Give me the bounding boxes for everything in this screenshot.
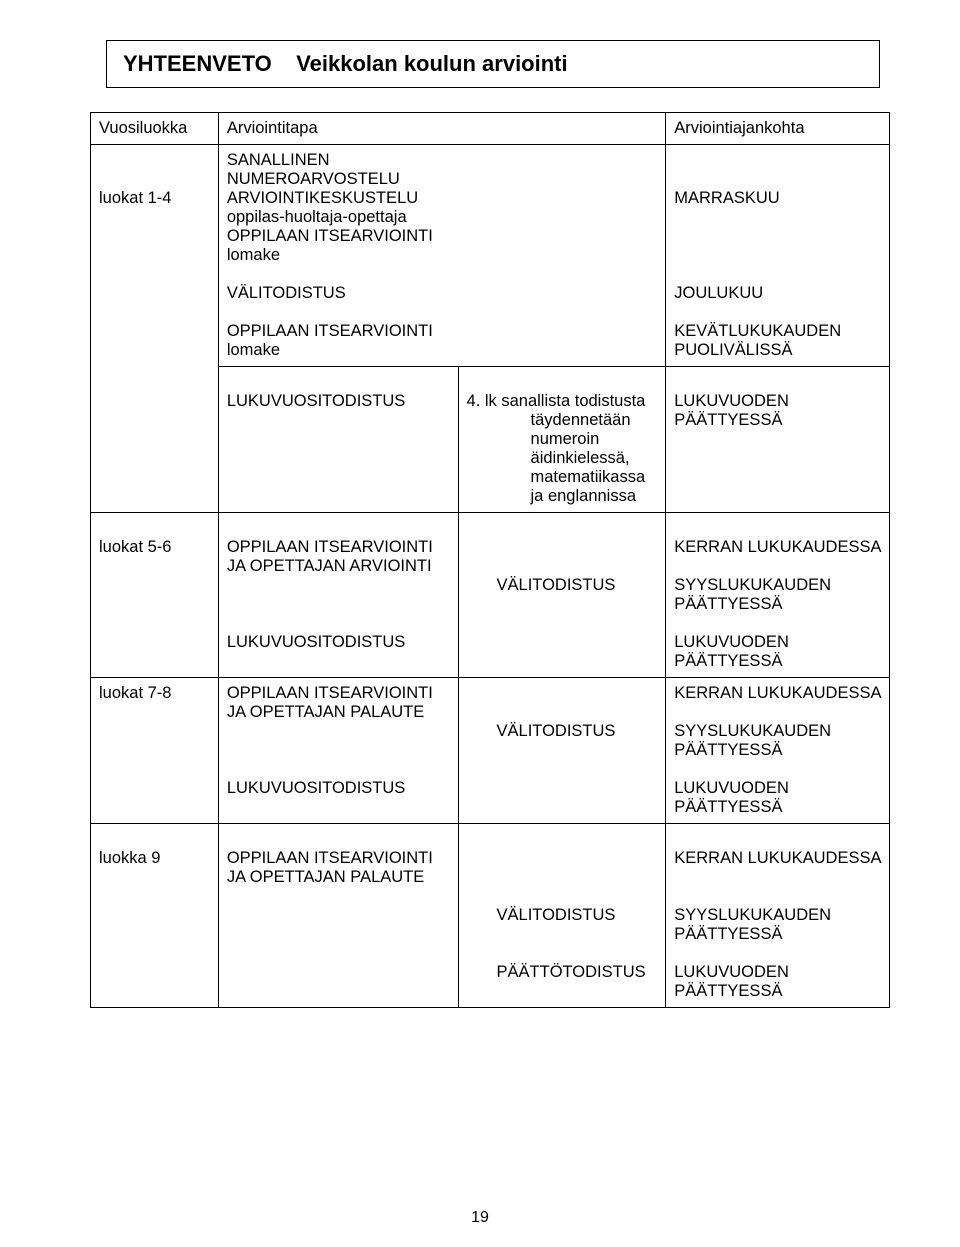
r2-c1: OPPILAAN ITSEARVIOINTI JA OPETTAJAN ARVI… bbox=[218, 513, 458, 678]
r2-t1: KERRAN LUKUKAUDESSA bbox=[674, 538, 881, 556]
r1b-m1: 4. lk sanallista todistusta bbox=[467, 392, 646, 410]
r3-l3: LUKUVUOSITODISTUS bbox=[227, 779, 405, 797]
r1b-time: LUKUVUODEN PÄÄTTYESSÄ bbox=[666, 367, 890, 513]
r4-t2b: PÄÄTTYESSÄ bbox=[674, 925, 782, 943]
r4-time: KERRAN LUKUKAUDESSA SYYSLUKUKAUDEN PÄÄTT… bbox=[666, 824, 890, 1008]
r3-l1: OPPILAAN ITSEARVIOINTI bbox=[227, 684, 433, 702]
r2-l2: JA OPETTAJAN ARVIOINTI bbox=[227, 557, 432, 575]
title-box: YHTEENVETO Veikkolan koulun arviointi bbox=[106, 40, 880, 88]
row-7-8: luokat 7-8 OPPILAAN ITSEARVIOINTI JA OPE… bbox=[91, 678, 890, 824]
r2-mid: VÄLITODISTUS bbox=[458, 513, 666, 678]
r1b-m2: täydennetään bbox=[531, 411, 631, 429]
r2-t3b: PÄÄTTYESSÄ bbox=[674, 652, 782, 670]
r1-t2: JOULUKUU bbox=[674, 284, 763, 302]
r2-mid-txt: VÄLITODISTUS bbox=[497, 576, 616, 594]
r1-l9: lomake bbox=[227, 341, 280, 359]
r1-l1: SANALLINEN bbox=[227, 151, 330, 169]
table-header: Vuosiluokka Arviointitapa Arviointiajank… bbox=[91, 113, 890, 145]
r4-mid: VÄLITODISTUS PÄÄTTÖTODISTUS bbox=[458, 824, 666, 1008]
row-9: luokka 9 OPPILAAN ITSEARVIOINTI JA OPETT… bbox=[91, 824, 890, 1008]
hdr-method: Arviointitapa bbox=[218, 113, 665, 145]
grade-7-8: luokat 7-8 bbox=[91, 678, 219, 824]
title-a: YHTEENVETO bbox=[123, 51, 272, 76]
r3-mid: VÄLITODISTUS bbox=[458, 678, 666, 824]
row-1-4-top: luokat 1-4 SANALLINEN NUMEROARVOSTELU AR… bbox=[91, 145, 890, 367]
r1b-c1-txt: LUKUVUOSITODISTUS bbox=[227, 392, 405, 410]
r3-mid-txt: VÄLITODISTUS bbox=[497, 722, 616, 740]
r4-mid1: VÄLITODISTUS bbox=[497, 906, 616, 924]
r3-t1: KERRAN LUKUKAUDESSA bbox=[674, 684, 881, 702]
r4-l2: JA OPETTAJAN PALAUTE bbox=[227, 868, 424, 886]
r4-t2a: SYYSLUKUKAUDEN bbox=[674, 906, 831, 924]
r3-t3b: PÄÄTTYESSÄ bbox=[674, 798, 782, 816]
page: YHTEENVETO Veikkolan koulun arviointi Vu… bbox=[0, 0, 960, 1247]
r3-time: KERRAN LUKUKAUDESSA SYYSLUKUKAUDEN PÄÄTT… bbox=[666, 678, 890, 824]
r2-time: KERRAN LUKUKAUDESSA SYYSLUKUKAUDEN PÄÄTT… bbox=[666, 513, 890, 678]
r1-times: MARRASKUU JOULUKUU KEVÄTLUKUKAUDEN PUOLI… bbox=[666, 145, 890, 367]
r1b-mid: 4. lk sanallista todistusta täydennetään… bbox=[458, 367, 666, 513]
r2-l3: LUKUVUOSITODISTUS bbox=[227, 633, 405, 651]
r4-mid2: PÄÄTTÖTODISTUS bbox=[497, 963, 646, 981]
r4-c1: OPPILAAN ITSEARVIOINTI JA OPETTAJAN PALA… bbox=[218, 824, 458, 1008]
r3-l2: JA OPETTAJAN PALAUTE bbox=[227, 703, 424, 721]
r1b-m4: äidinkielessä, bbox=[531, 449, 630, 467]
r3-t2b: PÄÄTTYESSÄ bbox=[674, 741, 782, 759]
r2-t2a: SYYSLUKUKAUDEN bbox=[674, 576, 831, 594]
r1b-t1a: LUKUVUODEN bbox=[674, 392, 789, 410]
r1-l6: lomake bbox=[227, 246, 280, 264]
page-number: 19 bbox=[0, 1209, 960, 1227]
hdr-time: Arviointiajankohta bbox=[666, 113, 890, 145]
row-5-6: luokat 5-6 OPPILAAN ITSEARVIOINTI JA OPE… bbox=[91, 513, 890, 678]
r4-l1: OPPILAAN ITSEARVIOINTI bbox=[227, 849, 433, 867]
r1b-t1b: PÄÄTTYESSÄ bbox=[674, 411, 782, 429]
r1-t1: MARRASKUU bbox=[674, 189, 779, 207]
r1-l4: oppilas-huoltaja-opettaja bbox=[227, 208, 407, 226]
r2-t2b: PÄÄTTYESSÄ bbox=[674, 595, 782, 613]
grade-1-4: luokat 1-4 bbox=[91, 145, 219, 513]
r4-t1: KERRAN LUKUKAUDESSA bbox=[674, 849, 881, 867]
r1b-m6: ja englannissa bbox=[531, 487, 637, 505]
r3-t3a: LUKUVUODEN bbox=[674, 779, 789, 797]
r1-l8: OPPILAAN ITSEARVIOINTI bbox=[227, 322, 433, 340]
r1b-c1: LUKUVUOSITODISTUS bbox=[218, 367, 458, 513]
r3-c1: OPPILAAN ITSEARVIOINTI JA OPETTAJAN PALA… bbox=[218, 678, 458, 824]
r1-t3a: KEVÄTLUKUKAUDEN bbox=[674, 322, 841, 340]
r1-l2: NUMEROARVOSTELU bbox=[227, 170, 400, 188]
r2-t3a: LUKUVUODEN bbox=[674, 633, 789, 651]
r1-l5: OPPILAAN ITSEARVIOINTI bbox=[227, 227, 433, 245]
r1-l7: VÄLITODISTUS bbox=[227, 284, 346, 302]
r2-l1: OPPILAAN ITSEARVIOINTI bbox=[227, 538, 433, 556]
title-b: Veikkolan koulun arviointi bbox=[296, 51, 567, 76]
summary-table: Vuosiluokka Arviointitapa Arviointiajank… bbox=[90, 112, 890, 1008]
r4-t3b: PÄÄTTYESSÄ bbox=[674, 982, 782, 1000]
r1-t3b: PUOLIVÄLISSÄ bbox=[674, 341, 792, 359]
r1b-m5: matematiikassa bbox=[531, 468, 646, 486]
hdr-grade: Vuosiluokka bbox=[91, 113, 219, 145]
r1-methods: SANALLINEN NUMEROARVOSTELU ARVIOINTIKESK… bbox=[218, 145, 665, 367]
r1b-m3: numeroin bbox=[531, 430, 600, 448]
r1-l3: ARVIOINTIKESKUSTELU bbox=[227, 189, 418, 207]
grade-5-6: luokat 5-6 bbox=[91, 513, 219, 678]
r4-t3a: LUKUVUODEN bbox=[674, 963, 789, 981]
grade-9: luokka 9 bbox=[91, 824, 219, 1008]
r3-t2a: SYYSLUKUKAUDEN bbox=[674, 722, 831, 740]
